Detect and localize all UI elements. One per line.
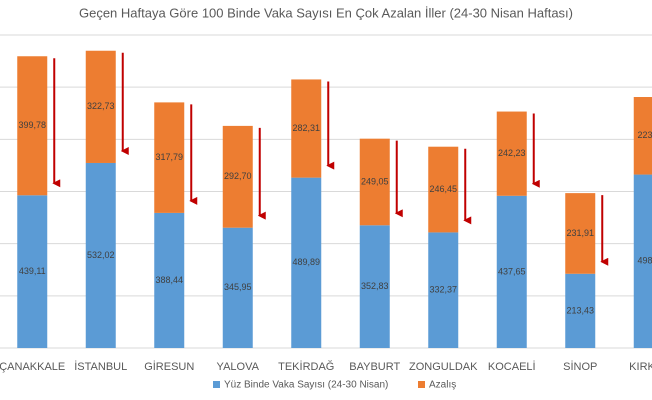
bar-segment [496,195,527,348]
x-tick-label: ÇANAKKALE [0,361,65,373]
x-tick-label: TEKİRDAĞ [278,360,334,373]
bar-segment [496,111,527,196]
value-label: 213,43 [566,305,594,315]
bar-segment [428,146,459,233]
legend-swatch [213,381,220,388]
value-label: 437,65 [498,266,526,276]
bar-segment [565,273,596,348]
bar-segment [85,50,116,163]
x-tick-label: YALOVA [217,361,260,373]
value-label: 242,23 [498,148,526,158]
legend-swatch [418,381,425,388]
bar-segment [633,174,652,348]
x-tick-label: ZONGULDAK [409,361,478,373]
bar-segment [359,225,390,348]
bar-segment [17,56,48,196]
legend-label: Yüz Binde Vaka Sayısı (24-30 Nisan) [224,380,388,391]
value-label: 322,73 [87,101,115,111]
bar-segment [154,102,185,213]
bar-segment [291,79,322,178]
bar-segment [154,212,185,348]
bar-segment [565,193,596,274]
value-label: 246,45 [429,184,457,194]
x-tick-label: GİRESUN [144,360,194,373]
value-label: 332,37 [429,285,457,295]
legend-label: Azalış [429,380,456,391]
value-label: 498,7 [637,256,652,266]
bar-segment [633,97,652,175]
value-label: 231,91 [566,228,594,238]
x-tick-label: SİNOP [563,360,597,373]
value-label: 223,0 [637,130,652,140]
value-label: 532,02 [87,250,115,260]
bar-segment [222,227,253,348]
x-tick-label: KIRKLA [629,361,652,373]
value-label: 249,05 [361,176,389,186]
bar-segment [85,162,116,348]
value-label: 399,78 [18,120,46,130]
bar-segment [359,138,390,226]
x-tick-label: KOCAELİ [488,360,536,373]
value-label: 489,89 [292,257,320,267]
chart-title: Geçen Haftaya Göre 100 Binde Vaka Sayısı… [79,5,573,20]
value-label: 345,95 [224,282,252,292]
x-tick-label: BAYBURT [349,361,400,373]
bar-segment [17,195,48,348]
value-label: 388,44 [155,275,183,285]
bar-segment [428,232,459,348]
x-tick-label: İSTANBUL [74,360,127,373]
bar-segment [222,125,253,228]
value-label: 282,31 [292,123,320,133]
value-label: 439,11 [19,266,46,276]
value-label: 292,70 [224,171,252,181]
value-label: 317,79 [155,152,183,162]
bar-segment [291,177,322,348]
value-label: 352,83 [361,281,389,291]
